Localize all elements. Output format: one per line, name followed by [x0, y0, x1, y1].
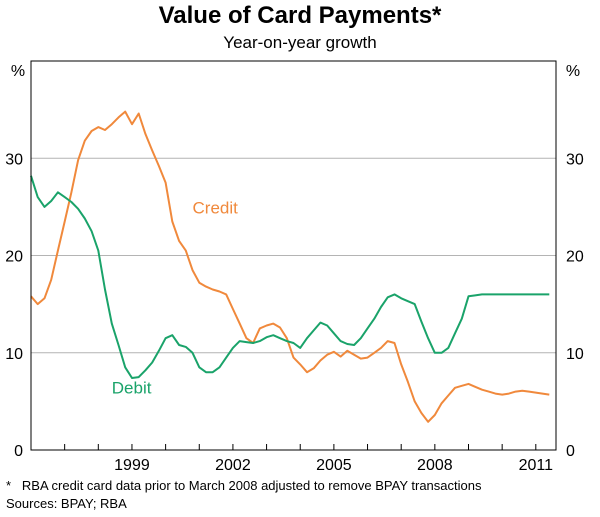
y-axis-unit-left: % — [11, 63, 25, 80]
x-tick-label-2011: 2011 — [519, 457, 554, 474]
y-tick-left-20: 20 — [5, 249, 23, 266]
x-tick-label-2005: 2005 — [316, 457, 352, 474]
series-line-debit — [30, 175, 550, 379]
series-labels: Credit Debit — [112, 199, 238, 398]
x-tick-label-2002: 2002 — [215, 457, 251, 474]
y-tick-left-10: 10 — [5, 346, 23, 363]
y-tick-right-10: 10 — [566, 346, 584, 363]
plot-frame — [30, 60, 557, 451]
x-tick-label-2008: 2008 — [417, 457, 453, 474]
chart-title: Value of Card Payments* — [159, 2, 442, 29]
x-tick-label-1999: 1999 — [114, 457, 150, 474]
y-axis-unit-right: % — [566, 63, 580, 80]
y-tick-right-20: 20 — [566, 249, 584, 266]
gridlines — [31, 157, 556, 354]
series-line-credit — [30, 110, 550, 423]
series-lines — [30, 110, 550, 423]
y-tick-left-30: 30 — [5, 151, 23, 168]
y-tick-right-0: 0 — [566, 443, 575, 460]
y-tick-right-30: 30 — [566, 151, 584, 168]
chart-subtitle: Year-on-year growth — [223, 33, 376, 52]
sources-note: Sources: BPAY; RBA — [6, 496, 127, 511]
series-label-credit: Credit — [193, 199, 239, 218]
axis-ticks: 0 0 10 10 20 20 30 30 1999 2002 2005 2008 2011 — [5, 151, 584, 474]
footnote: * RBA credit card data prior to March 20… — [6, 478, 482, 493]
y-tick-left-0: 0 — [14, 443, 23, 460]
series-label-debit: Debit — [112, 379, 152, 398]
